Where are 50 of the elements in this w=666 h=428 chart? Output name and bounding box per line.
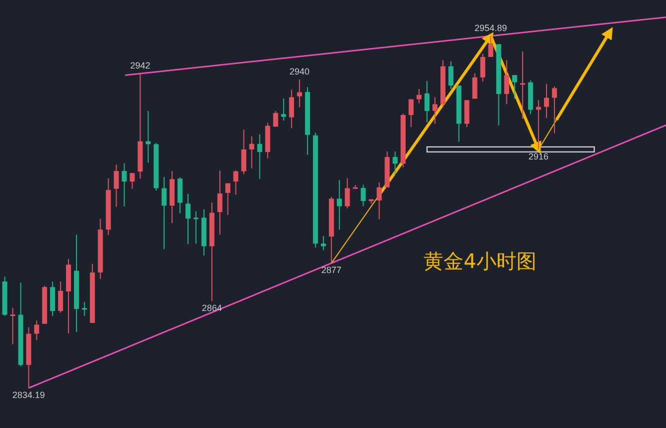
candlestick xyxy=(186,193,191,245)
annotation: 2940 xyxy=(290,66,310,76)
candlestick xyxy=(536,100,542,150)
candlestick xyxy=(10,307,16,345)
candlestick xyxy=(289,89,294,129)
candlestick xyxy=(544,83,549,118)
candlestick xyxy=(162,176,167,250)
candlestick xyxy=(432,96,438,124)
candlestick xyxy=(225,182,230,216)
annotation: 2942 xyxy=(130,60,150,71)
candlestick xyxy=(376,182,382,220)
annotation: 2834.19 xyxy=(12,390,45,400)
candlestick xyxy=(241,129,246,175)
candlestick xyxy=(58,281,64,314)
candlestick xyxy=(344,178,350,209)
candlestick xyxy=(360,184,366,207)
candlestick xyxy=(122,162,127,207)
candlestick xyxy=(408,98,414,128)
candlestick xyxy=(480,53,486,82)
candlestick xyxy=(233,170,238,196)
candlestick xyxy=(34,320,40,341)
annotation: 2916 xyxy=(528,151,549,162)
candlestick xyxy=(552,86,557,134)
candlestick xyxy=(273,110,278,128)
candlestick xyxy=(512,74,518,100)
text: 黄金4小时图 xyxy=(424,249,536,273)
candlestick xyxy=(257,134,262,180)
candlestick xyxy=(472,72,478,100)
candlestick xyxy=(217,170,222,236)
candlestick xyxy=(249,136,254,169)
candlestick xyxy=(320,236,326,251)
candlestick xyxy=(448,60,454,90)
candlestick xyxy=(336,180,342,230)
candlestick xyxy=(504,60,510,105)
annotation: 2954.89 xyxy=(474,23,508,33)
candlestick xyxy=(520,50,526,120)
candlestick xyxy=(82,301,87,316)
candlestick xyxy=(114,164,119,208)
candlestick xyxy=(193,210,198,244)
candlestick xyxy=(281,98,286,122)
candlestick xyxy=(424,80,430,123)
candlestick xyxy=(488,36,494,58)
candlestick xyxy=(297,78,302,108)
candlestick xyxy=(50,281,56,316)
candlestick xyxy=(416,88,422,104)
candlestick xyxy=(392,150,398,176)
annotation: 2877 xyxy=(321,265,342,276)
candlestick xyxy=(130,172,135,190)
candlestick xyxy=(464,100,470,128)
annotation: 2864 xyxy=(202,303,222,314)
